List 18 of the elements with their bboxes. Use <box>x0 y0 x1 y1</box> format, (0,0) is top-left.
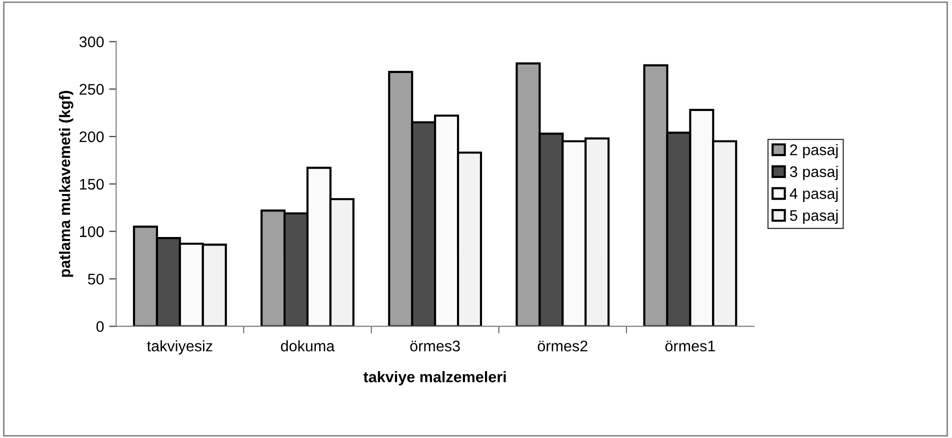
x-tick-label: dokuma <box>280 340 335 352</box>
y-tick-label: 250 <box>80 84 104 95</box>
y-tick-label: 150 <box>80 178 104 190</box>
x-tick-label: örmes1 <box>665 340 715 352</box>
x-tick-label: takviyesiz <box>147 340 212 354</box>
y-tick-label: 200 <box>80 131 104 142</box>
legend-label: 4 pasaj <box>790 188 838 202</box>
y-axis-title: patlama mukavemeti (kgf) <box>58 90 74 277</box>
y-tick-label: 300 <box>79 36 104 48</box>
legend-label: 5 pasaj <box>790 210 838 224</box>
legend-label: 3 pasaj <box>790 166 838 180</box>
x-axis-title: takviye malzemeleri <box>363 371 506 386</box>
legend-label: 2 pasaj <box>790 144 838 158</box>
y-tick-label: 0 <box>96 321 104 332</box>
y-tick-label: 100 <box>80 226 104 238</box>
x-tick-label: örmes2 <box>538 340 588 352</box>
x-tick-label: örmes3 <box>410 340 460 352</box>
y-tick-label: 50 <box>88 274 104 285</box>
